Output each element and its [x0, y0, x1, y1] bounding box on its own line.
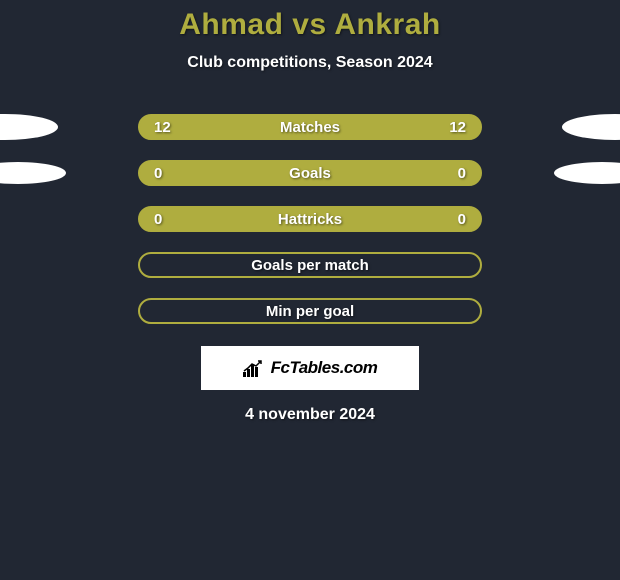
stat-rows-container: 12 Matches 12 0 Goals 0 0 Hattricks 0	[0, 114, 620, 324]
stat-value-left: 12	[154, 119, 171, 136]
stat-value-left: 0	[154, 211, 162, 228]
stat-label: Min per goal	[266, 303, 354, 320]
marker-right-icon	[562, 114, 620, 140]
stat-row-matches: 12 Matches 12	[0, 114, 620, 140]
logo-box[interactable]: FcTables.com	[201, 346, 419, 390]
logo-text: FcTables.com	[271, 358, 378, 378]
stat-row-goals: 0 Goals 0	[0, 160, 620, 186]
marker-left-icon	[0, 162, 66, 184]
stat-value-right: 0	[458, 211, 466, 228]
date-text: 4 november 2024	[245, 406, 375, 424]
stat-label: Matches	[280, 119, 340, 136]
stat-row-goals-per-match: Goals per match	[0, 252, 620, 278]
stat-bar-matches: 12 Matches 12	[138, 114, 482, 140]
stat-label: Hattricks	[278, 211, 342, 228]
stat-value-right: 0	[458, 165, 466, 182]
stat-value-right: 12	[449, 119, 466, 136]
stat-value-left: 0	[154, 165, 162, 182]
stat-bar-goals-per-match: Goals per match	[138, 252, 482, 278]
stat-bar-min-per-goal: Min per goal	[138, 298, 482, 324]
main-container: Ahmad vs Ankrah Club competitions, Seaso…	[0, 0, 620, 424]
stat-bar-hattricks: 0 Hattricks 0	[138, 206, 482, 232]
stat-bar-goals: 0 Goals 0	[138, 160, 482, 186]
chart-icon	[243, 359, 265, 377]
subtitle: Club competitions, Season 2024	[187, 54, 432, 72]
stat-row-hattricks: 0 Hattricks 0	[0, 206, 620, 232]
stat-label: Goals per match	[251, 257, 369, 274]
stat-row-min-per-goal: Min per goal	[0, 298, 620, 324]
page-title: Ahmad vs Ankrah	[179, 8, 440, 42]
marker-right-icon	[554, 162, 620, 184]
stat-label: Goals	[289, 165, 331, 182]
marker-left-icon	[0, 114, 58, 140]
